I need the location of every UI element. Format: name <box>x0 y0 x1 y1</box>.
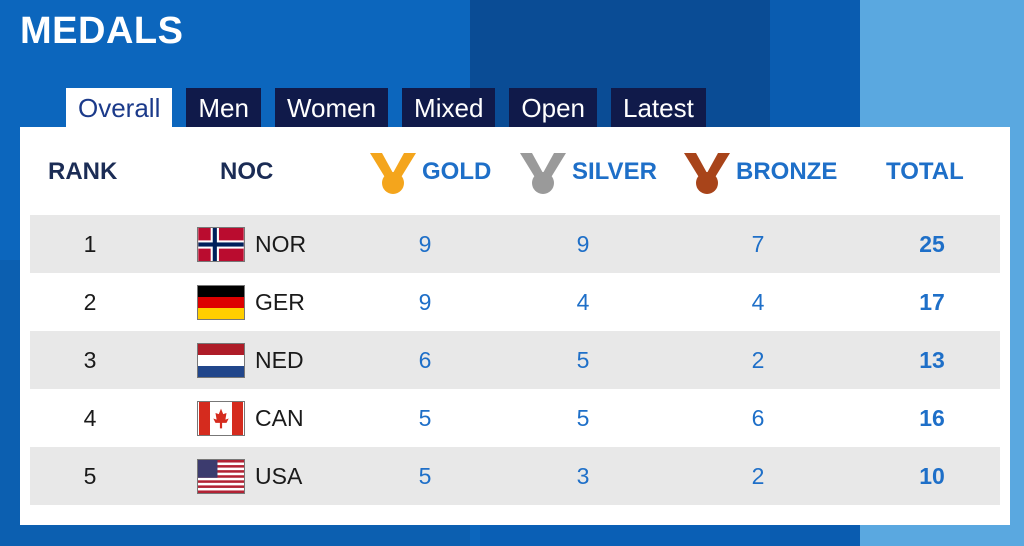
silver-count: 5 <box>576 347 590 373</box>
gold-medal-icon <box>368 147 418 197</box>
header-silver-label: SILVER <box>572 158 657 185</box>
bronze-count: 7 <box>751 231 765 257</box>
gold-count: 9 <box>418 231 432 257</box>
noc-code[interactable]: NOR <box>255 231 307 257</box>
total-count: 16 <box>919 405 945 431</box>
bronze-count: 4 <box>751 289 765 315</box>
header-bronze[interactable]: BRONZE <box>682 127 837 217</box>
noc-code[interactable]: NED <box>255 347 304 373</box>
table-row[interactable]: 1 NOR 9 9 7 25 <box>30 215 1000 273</box>
silver-count: 4 <box>576 289 590 315</box>
header-bronze-label: BRONZE <box>736 158 838 185</box>
medal-table: RANK NOC GOLD SILVER <box>20 127 1010 525</box>
total-count: 25 <box>919 231 945 257</box>
rank-cell: 4 <box>83 405 97 431</box>
table-row[interactable]: 4 CAN 5 5 6 16 <box>30 389 1000 447</box>
silver-count: 9 <box>576 231 590 257</box>
total-count: 17 <box>919 289 945 315</box>
tab-latest[interactable]: Latest <box>611 88 706 128</box>
table-row[interactable]: 2 GER 9 4 4 17 <box>30 273 1000 331</box>
total-count: 10 <box>919 463 945 489</box>
bronze-count: 2 <box>751 347 765 373</box>
bronze-medal-icon <box>682 147 732 197</box>
tab-overall[interactable]: Overall <box>66 88 173 128</box>
tab-women[interactable]: Women <box>274 88 389 128</box>
table-body: 1 NOR 9 9 7 25 2 <box>30 215 1000 505</box>
silver-count: 5 <box>576 405 590 431</box>
page-title: MEDALS <box>20 10 184 52</box>
table-header: RANK NOC GOLD SILVER <box>20 127 1010 217</box>
noc-code[interactable]: GER <box>255 289 305 315</box>
germany-flag-icon <box>197 285 245 320</box>
rank-cell: 3 <box>83 347 97 373</box>
header-noc[interactable]: NOC <box>220 158 274 185</box>
header-total[interactable]: TOTAL <box>886 158 964 185</box>
noc-code[interactable]: USA <box>255 463 303 489</box>
tab-mixed[interactable]: Mixed <box>402 88 496 128</box>
table-row[interactable]: 5 USA 5 3 2 10 <box>30 447 1000 505</box>
gold-count: 9 <box>418 289 432 315</box>
tab-open[interactable]: Open <box>509 88 598 128</box>
rank-cell: 2 <box>83 289 97 315</box>
canada-flag-icon <box>197 401 245 436</box>
noc-code[interactable]: CAN <box>255 405 304 431</box>
gold-count: 5 <box>418 405 432 431</box>
silver-count: 3 <box>576 463 590 489</box>
rank-cell: 1 <box>83 231 97 257</box>
header-rank[interactable]: RANK <box>48 158 118 185</box>
usa-flag-icon <box>197 459 245 494</box>
table-row[interactable]: 3 NED 6 5 2 13 <box>30 331 1000 389</box>
header-gold-label: GOLD <box>422 158 492 185</box>
tab-men[interactable]: Men <box>186 88 261 128</box>
rank-cell: 5 <box>83 463 97 489</box>
bronze-count: 6 <box>751 405 765 431</box>
silver-medal-icon <box>518 147 568 197</box>
header-silver[interactable]: SILVER <box>518 127 657 217</box>
netherlands-flag-icon <box>197 343 245 378</box>
norway-flag-icon <box>197 227 245 262</box>
total-count: 13 <box>919 347 945 373</box>
medal-tabs: Overall Men Women Mixed Open Latest <box>66 88 706 128</box>
header-gold[interactable]: GOLD <box>368 127 491 217</box>
gold-count: 5 <box>418 463 432 489</box>
bronze-count: 2 <box>751 463 765 489</box>
gold-count: 6 <box>418 347 432 373</box>
